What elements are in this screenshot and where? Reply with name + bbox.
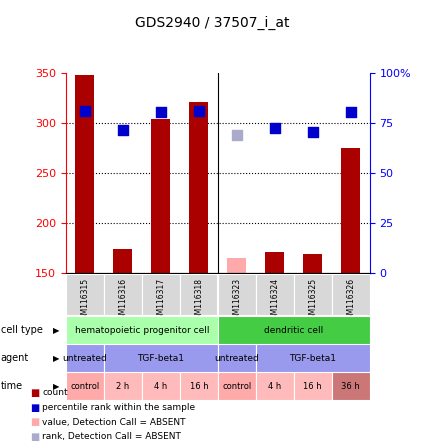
Text: untreated: untreated	[62, 353, 107, 363]
Text: 2 h: 2 h	[116, 381, 130, 391]
Text: count: count	[42, 388, 68, 397]
Text: 4 h: 4 h	[154, 381, 167, 391]
Bar	[75, 75, 94, 273]
Text: dendritic cell: dendritic cell	[264, 325, 323, 335]
Text: 4 h: 4 h	[268, 381, 281, 391]
Bar	[256, 372, 294, 400]
Bar	[142, 274, 180, 315]
Point	[82, 108, 88, 115]
Point	[347, 109, 354, 116]
Bar	[294, 274, 332, 315]
Bar	[180, 274, 218, 315]
Text: ▶: ▶	[53, 353, 60, 363]
Point	[233, 132, 240, 139]
Text: untreated: untreated	[215, 353, 259, 363]
Bar	[256, 344, 370, 372]
Text: time: time	[1, 381, 23, 391]
Bar	[303, 254, 322, 273]
Bar	[104, 274, 142, 315]
Bar	[265, 252, 284, 273]
Text: 36 h: 36 h	[341, 381, 360, 391]
Text: TGF-beta1: TGF-beta1	[137, 353, 184, 363]
Bar	[151, 119, 170, 273]
Bar	[227, 258, 246, 273]
Text: GDS2940 / 37507_i_at: GDS2940 / 37507_i_at	[135, 16, 290, 30]
Text: cell type: cell type	[1, 325, 43, 335]
Text: control: control	[70, 381, 99, 391]
Point	[157, 109, 164, 116]
Point	[272, 125, 278, 132]
Point	[119, 127, 126, 134]
Bar	[142, 372, 180, 400]
Text: ▶: ▶	[53, 325, 60, 335]
Bar	[104, 372, 142, 400]
Bar	[66, 316, 218, 344]
Bar	[104, 344, 218, 372]
Bar	[332, 372, 370, 400]
Bar	[294, 372, 332, 400]
Bar	[218, 316, 370, 344]
Text: ■: ■	[30, 403, 39, 412]
Bar	[218, 274, 256, 315]
Text: GSM116325: GSM116325	[308, 278, 317, 324]
Text: control: control	[222, 381, 252, 391]
Text: hematopoietic progenitor cell: hematopoietic progenitor cell	[75, 325, 209, 335]
Bar	[66, 344, 104, 372]
Text: GSM116316: GSM116316	[118, 278, 127, 324]
Bar	[180, 372, 218, 400]
Point	[309, 129, 316, 136]
Bar	[189, 102, 208, 273]
Bar	[218, 372, 256, 400]
Bar	[256, 274, 294, 315]
Text: TGF-beta1: TGF-beta1	[289, 353, 336, 363]
Text: ■: ■	[30, 388, 39, 398]
Text: 16 h: 16 h	[303, 381, 322, 391]
Bar	[341, 148, 360, 273]
Text: ▶: ▶	[53, 381, 60, 391]
Point	[196, 108, 202, 115]
Text: ■: ■	[30, 432, 39, 442]
Text: GSM116315: GSM116315	[80, 278, 89, 324]
Text: rank, Detection Call = ABSENT: rank, Detection Call = ABSENT	[42, 432, 181, 441]
Text: 16 h: 16 h	[190, 381, 208, 391]
Text: percentile rank within the sample: percentile rank within the sample	[42, 403, 196, 412]
Bar	[66, 274, 104, 315]
Text: ■: ■	[30, 417, 39, 427]
Bar	[332, 274, 370, 315]
Text: GSM116326: GSM116326	[346, 278, 355, 324]
Bar	[66, 372, 104, 400]
Text: value, Detection Call = ABSENT: value, Detection Call = ABSENT	[42, 418, 186, 427]
Text: agent: agent	[1, 353, 29, 363]
Text: GSM116318: GSM116318	[194, 278, 203, 324]
Text: GSM116323: GSM116323	[232, 278, 241, 324]
Text: GSM116324: GSM116324	[270, 278, 279, 324]
Text: GSM116317: GSM116317	[156, 278, 165, 324]
Bar	[218, 344, 256, 372]
Bar	[113, 249, 132, 273]
